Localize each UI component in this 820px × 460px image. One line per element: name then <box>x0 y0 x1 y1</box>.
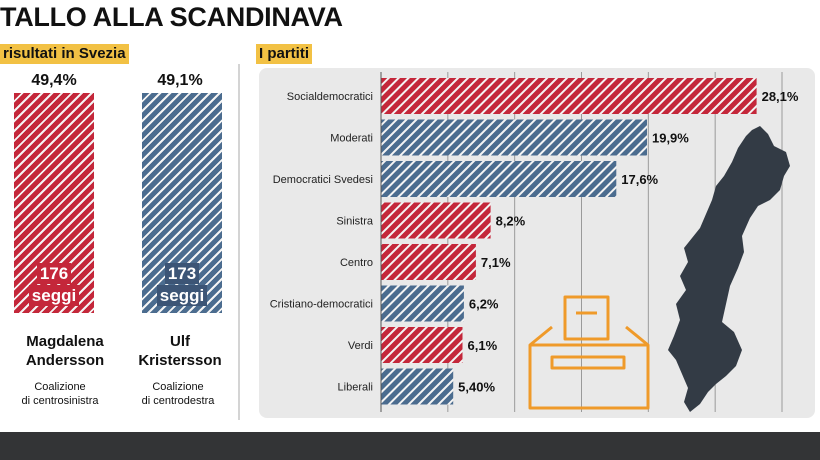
value-label: 8,2% <box>496 214 526 229</box>
value-label: 17,6% <box>621 172 658 187</box>
candidate-1-coalition-line1: Coalizione <box>34 381 86 393</box>
candidate-2-percentage: 49,1% <box>157 72 203 89</box>
ballot-box-icon <box>528 295 650 410</box>
category-label: Sinistra <box>336 216 374 228</box>
category-label: Centro <box>340 257 373 269</box>
left-section-heading: risultati in Svezia <box>0 44 129 64</box>
candidate-2-name: Ulf Kristersson <box>115 332 245 370</box>
chart-bars: Socialdemocratici 28,1% Moderati 19,9% Democ… <box>270 78 799 405</box>
bar <box>381 327 463 363</box>
candidate-1-coalition-line2: di centrosinistra <box>21 395 99 407</box>
bar <box>381 202 491 239</box>
candidate-2-seats: 173 seggi <box>142 263 222 307</box>
bar <box>381 78 757 114</box>
category-label: Cristiano-democratici <box>270 299 373 311</box>
bar <box>381 368 454 405</box>
candidate-1-last-name: Andersson <box>25 352 105 369</box>
category-label: Moderati <box>330 133 373 145</box>
candidate-1-coalition: Coalizione di centrosinistra <box>0 380 125 408</box>
candidate-2-seats-label: seggi <box>156 285 208 306</box>
page-title: TALLO ALLA SCANDINAVA <box>0 2 343 32</box>
candidate-2-first-name: Ulf <box>170 333 190 350</box>
category-label: Liberali <box>338 382 373 394</box>
category-label: Socialdemocratici <box>287 91 373 103</box>
candidate-2-coalition-line1: Coalizione <box>152 381 204 393</box>
candidate-1-first-name: Magdalena <box>26 333 104 350</box>
candidate-2-coalition: Coalizione di centrodestra <box>113 380 243 408</box>
section-divider <box>238 64 240 420</box>
candidate-1-seats-number: 176 <box>36 263 72 284</box>
value-label: 6,1% <box>468 338 498 353</box>
candidate-1-name: Magdalena Andersson <box>0 332 130 370</box>
bar <box>381 244 476 280</box>
bar <box>381 285 464 322</box>
bar <box>381 161 617 197</box>
candidate-2-bar: 173 seggi <box>142 93 222 313</box>
candidate-2-seats-number: 173 <box>164 263 200 284</box>
candidate-1-seats-label: seggi <box>28 285 80 306</box>
candidate-1-seats: 176 seggi <box>14 263 94 307</box>
footer-band <box>0 432 820 460</box>
candidate-1-bar: 176 seggi <box>14 93 94 313</box>
category-label: Verdi <box>348 340 373 352</box>
candidate-2-last-name: Kristersson <box>138 352 222 369</box>
right-section-heading: I partiti <box>256 44 313 64</box>
value-label: 7,1% <box>481 255 511 270</box>
candidate-2-coalition-line2: di centrodestra <box>141 395 215 407</box>
value-label: 5,40% <box>458 380 495 395</box>
value-label: 6,2% <box>469 297 499 312</box>
category-label: Democratici Svedesi <box>273 174 373 186</box>
bar <box>381 119 647 156</box>
sweden-map-icon <box>668 126 790 412</box>
candidate-1-percentage: 49,4% <box>31 72 77 89</box>
value-label: 19,9% <box>652 131 689 146</box>
value-label: 28,1% <box>762 89 799 104</box>
